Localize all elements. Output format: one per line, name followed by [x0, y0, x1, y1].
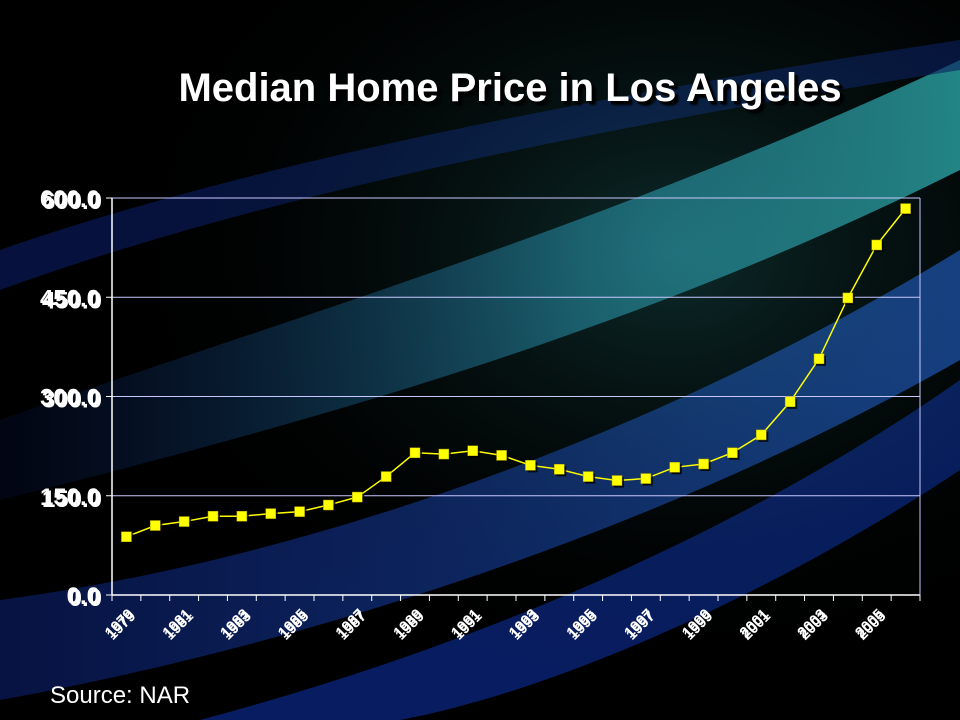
data-point: [813, 353, 825, 365]
grid-lines: [112, 197, 920, 596]
y-tick-label: 150.0: [40, 484, 100, 511]
data-point: [496, 450, 507, 461]
data-point: [554, 464, 565, 475]
data-series: [121, 203, 913, 544]
data-point: [784, 396, 796, 408]
data-point: [438, 448, 450, 460]
y-tick-label: 300.0: [40, 385, 100, 412]
data-point: [842, 292, 854, 304]
data-point: [265, 508, 276, 519]
data-point: [467, 445, 478, 457]
y-tick-label: 600.0: [40, 186, 100, 213]
data-point: [150, 520, 161, 531]
y-tick-label-shadow: 600.0: [42, 188, 102, 215]
data-point: [525, 460, 536, 471]
axes: [106, 197, 921, 601]
chart-title: Median Home Price in Los Angeles: [178, 66, 842, 110]
data-point: [178, 516, 190, 527]
data-point: [409, 447, 421, 458]
data-point: [323, 499, 334, 511]
y-tick-label-shadow: 0.0: [69, 585, 102, 612]
data-point: [380, 471, 392, 482]
data-point: [756, 429, 767, 441]
data-point: [727, 447, 738, 458]
data-point: [871, 239, 882, 251]
data-point: [582, 471, 594, 482]
y-tick-label: 450.0: [40, 285, 100, 312]
data-point: [669, 462, 680, 473]
data-point: [294, 506, 305, 517]
data-point: [611, 475, 623, 486]
source-note: Source: NAR: [50, 682, 191, 709]
data-point: [352, 491, 363, 503]
y-tick-label-shadow: 450.0: [42, 287, 102, 314]
data-point: [236, 511, 248, 522]
y-tick-label-shadow: 300.0: [42, 387, 102, 414]
data-point: [121, 531, 132, 543]
series-line: [126, 208, 907, 538]
y-tick-label: 0.0: [67, 583, 100, 610]
data-point: [207, 511, 219, 522]
data-point: [900, 203, 911, 214]
data-point: [640, 473, 652, 484]
y-tick-labels: 0.00.0150.0150.0300.0300.0450.0450.0600.…: [40, 186, 102, 612]
y-tick-label-shadow: 150.0: [42, 486, 102, 513]
data-point: [698, 458, 709, 470]
